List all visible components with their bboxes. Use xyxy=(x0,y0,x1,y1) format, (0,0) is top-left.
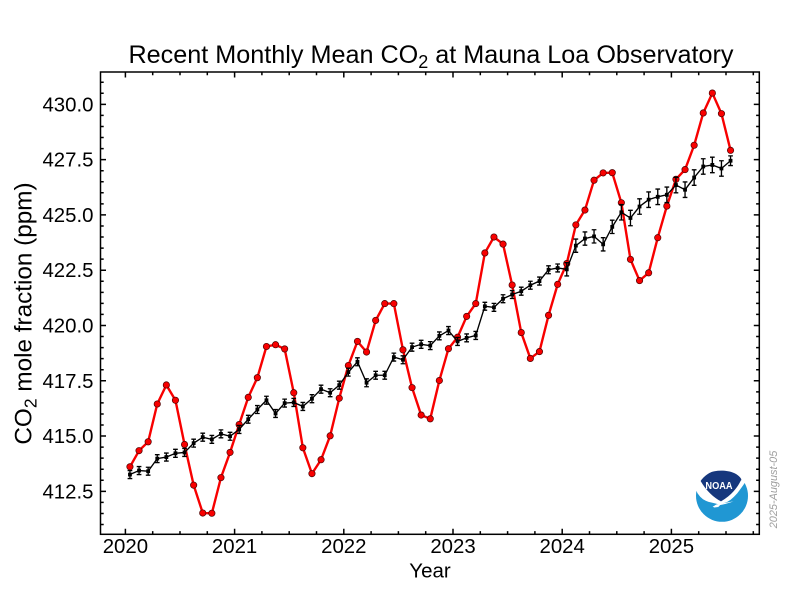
svg-text:Year: Year xyxy=(409,560,451,583)
svg-text:2024: 2024 xyxy=(540,536,585,558)
svg-text:422.5: 422.5 xyxy=(42,260,93,282)
svg-text:2020: 2020 xyxy=(103,536,148,558)
svg-text:430.0: 430.0 xyxy=(42,94,93,116)
svg-text:415.0: 415.0 xyxy=(42,426,93,448)
svg-text:2022: 2022 xyxy=(321,536,366,558)
svg-text:417.5: 417.5 xyxy=(42,371,93,393)
svg-text:427.5: 427.5 xyxy=(42,150,93,172)
svg-text:Recent Monthly Mean CO2 at Mau: Recent Monthly Mean CO2 at Mauna Loa Obs… xyxy=(128,41,733,72)
svg-text:420.0: 420.0 xyxy=(42,315,93,337)
svg-text:412.5: 412.5 xyxy=(42,481,93,503)
svg-text:2021: 2021 xyxy=(212,536,257,558)
svg-text:2025: 2025 xyxy=(649,536,694,558)
svg-text:425.0: 425.0 xyxy=(42,205,93,227)
svg-text:2023: 2023 xyxy=(430,536,475,558)
svg-text:NOAA: NOAA xyxy=(705,480,732,492)
svg-text:2025-August-05: 2025-August-05 xyxy=(768,450,780,529)
